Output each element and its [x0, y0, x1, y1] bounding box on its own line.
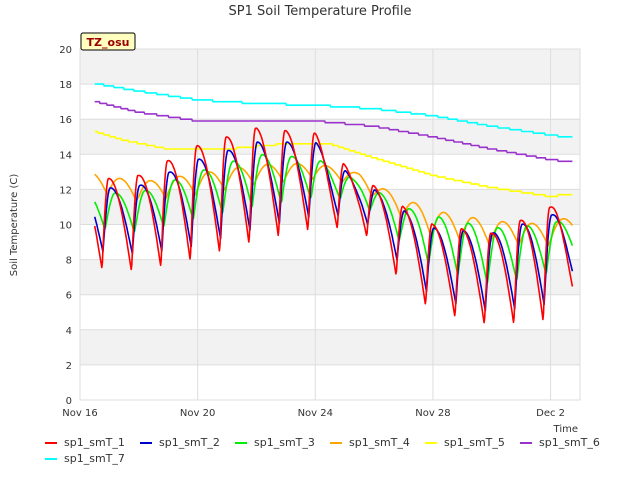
legend-item-sp1_smT_5: sp1_smT_5 — [425, 436, 505, 449]
legend-label: sp1_smT_2 — [159, 436, 220, 449]
background-bands — [80, 49, 580, 365]
y-tick-label: 6 — [66, 291, 72, 302]
series-lines — [93, 83, 574, 324]
legend-swatch — [520, 441, 532, 444]
x-tick-label: Nov 16 — [62, 408, 97, 419]
legend-item-sp1_smT_3: sp1_smT_3 — [235, 436, 315, 449]
y-tick-label: 4 — [66, 326, 72, 337]
legend-item-sp1_smT_1: sp1_smT_1 — [45, 436, 125, 449]
gridlines — [79, 48, 581, 401]
legend-swatch — [45, 441, 57, 444]
timezone-badge-text: TZ_osu — [87, 36, 130, 49]
x-axis-label: Time — [553, 424, 578, 435]
legend-item-sp1_smT_6: sp1_smT_6 — [520, 436, 600, 449]
x-tick-labels: Nov 16 Nov 20 Nov 24 Nov 28 Dec 2 — [62, 408, 565, 419]
legend-label: sp1_smT_7 — [64, 452, 125, 465]
x-tick-label: Nov 28 — [415, 408, 450, 419]
y-tick-label: 10 — [59, 221, 72, 232]
legend-label: sp1_smT_4 — [349, 436, 410, 449]
timezone-badge: TZ_osu — [80, 32, 136, 51]
legend-swatch — [330, 441, 342, 444]
y-tick-label: 20 — [59, 45, 72, 56]
grid-band — [80, 119, 580, 155]
y-tick-label: 14 — [59, 150, 72, 161]
y-tick-label: 8 — [66, 256, 72, 267]
legend-label: sp1_smT_3 — [254, 436, 315, 449]
legend-label: sp1_smT_6 — [539, 436, 600, 449]
grid-band — [80, 49, 580, 85]
y-axis-label: Soil Temperature (C) — [9, 174, 20, 277]
legend-swatch — [235, 441, 247, 444]
series-line-sp1_smT_3 — [93, 153, 574, 284]
y-tick-labels: 0 2 4 6 8 10 12 14 16 18 20 — [59, 45, 72, 407]
y-tick-label: 16 — [59, 115, 72, 126]
y-tick-label: 18 — [59, 80, 72, 91]
legend-item-sp1_smT_2: sp1_smT_2 — [140, 436, 220, 449]
legend-label: sp1_smT_1 — [64, 436, 125, 449]
y-tick-label: 12 — [59, 185, 72, 196]
grid-band — [80, 259, 580, 295]
x-tick-label: Dec 2 — [536, 408, 565, 419]
x-tick-label: Nov 24 — [298, 408, 333, 419]
legend-item-sp1_smT_4: sp1_smT_4 — [330, 436, 410, 449]
grid-band — [80, 329, 580, 365]
legend-swatch — [425, 441, 437, 444]
x-tick-label: Nov 20 — [180, 408, 215, 419]
series-line-sp1_smT_1 — [93, 127, 574, 324]
y-tick-label: 0 — [66, 396, 72, 407]
chart-title: SP1 Soil Temperature Profile — [229, 4, 412, 19]
series-line-sp1_smT_6 — [94, 100, 573, 163]
legend-label: sp1_smT_5 — [444, 436, 505, 449]
y-tick-label: 2 — [66, 361, 72, 372]
series-line-sp1_smT_7 — [94, 83, 573, 138]
legend-swatch — [140, 441, 152, 444]
legend-item-sp1_smT_7: sp1_smT_7 — [45, 452, 125, 465]
legend-swatch — [45, 457, 57, 460]
series-line-sp1_smT_5 — [94, 130, 573, 198]
